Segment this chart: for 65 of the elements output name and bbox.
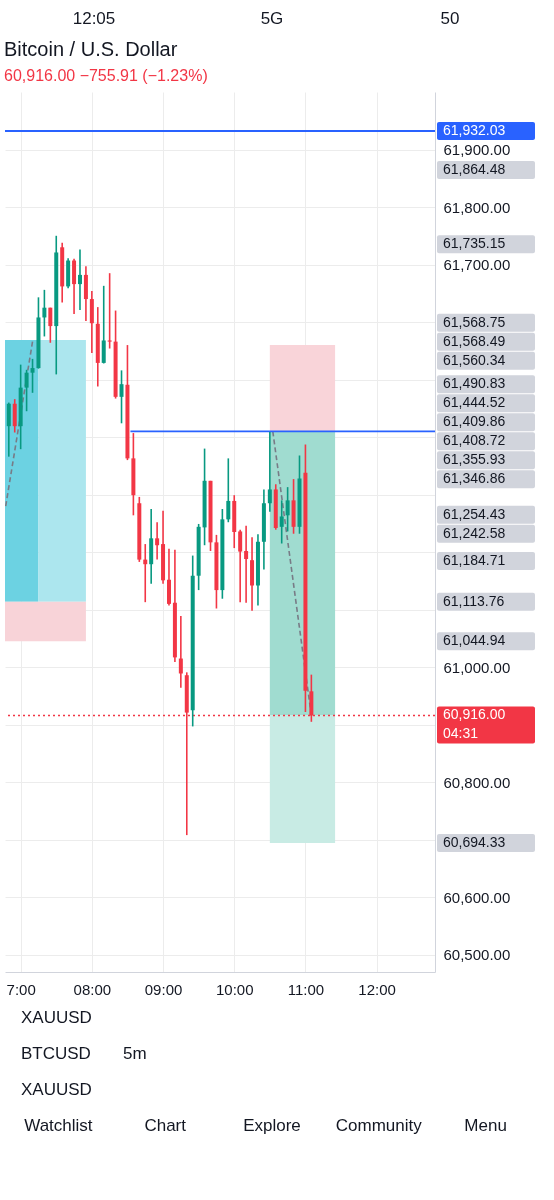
text: Chart: [144, 1116, 187, 1135]
y-tick-label: 60,500.00: [443, 946, 511, 964]
text: XAUUSD: [21, 1008, 92, 1027]
text: 61,355.93: [443, 451, 506, 468]
y-tick-label: 61,900.00: [443, 141, 511, 159]
candlestick: [42, 289, 47, 338]
x-tick-label: 7:00: [6, 980, 36, 998]
x-tick-label: 11:00: [287, 980, 325, 998]
candlestick: [238, 528, 243, 603]
text: 50: [440, 9, 460, 28]
y-tick-label: 61,700.00: [443, 256, 511, 274]
x-tick-label: 10:00: [215, 980, 254, 998]
y-tick-label: 60,800.00: [443, 773, 511, 791]
candlestick: [77, 248, 82, 311]
candlestick: [155, 521, 160, 561]
y-tick-label: 60,600.00: [443, 888, 511, 906]
text: Explore: [243, 1116, 301, 1135]
text: 61,409.86: [443, 413, 506, 430]
chart-subtitle: 60,916.00 −755.91 (−1.23%): [4, 67, 208, 84]
text: 61,568.75: [443, 313, 506, 330]
candlestick: [24, 369, 29, 413]
candlestick: [101, 285, 106, 365]
text: 61,490.83: [443, 375, 506, 392]
text: 5m: [123, 1044, 147, 1063]
text: 12:05: [72, 9, 116, 28]
text: 61,346.86: [443, 470, 506, 487]
y-tick-label: 61,800.00: [443, 198, 511, 216]
candlestick: [178, 615, 183, 689]
text: Menu: [464, 1116, 507, 1135]
x-tick-label: 08:00: [73, 980, 112, 998]
text: 61,184.71: [443, 551, 506, 568]
ref-line-label: 61,932.03: [443, 122, 506, 139]
text: XAUUSD: [21, 1080, 92, 1099]
text: Community: [335, 1116, 423, 1135]
candlestick: [285, 486, 290, 533]
y-tick-label: 61,000.00: [443, 658, 511, 676]
text: 61,560.34: [443, 351, 506, 368]
candlestick: [6, 401, 11, 458]
text: 61,254.43: [443, 505, 506, 522]
x-tick-label: 09:00: [144, 980, 183, 998]
text: 61,568.49: [443, 332, 506, 349]
candlestick: [48, 306, 53, 344]
text: 60,694.33: [443, 833, 506, 850]
candlestick: [119, 369, 124, 425]
candlestick: [30, 358, 35, 394]
candlestick: [267, 431, 272, 513]
candlestick: [12, 398, 17, 434]
text: Watchlist: [24, 1116, 93, 1135]
chart-title: Bitcoin / U.S. Dollar: [4, 38, 178, 60]
text: 61,864.48: [443, 160, 506, 177]
text: 5G: [260, 9, 284, 28]
text: 61,444.52: [443, 394, 506, 411]
candlestick: [244, 524, 249, 604]
candlestick: [107, 272, 112, 350]
text: 61,408.72: [443, 432, 506, 449]
candlestick: [226, 457, 231, 524]
text: 61,044.94: [443, 632, 506, 649]
x-tick-label: 12:00: [358, 980, 396, 998]
text: 61,735.15: [443, 235, 506, 252]
candlestick: [279, 499, 284, 545]
text: 61,242.58: [443, 524, 506, 541]
candlestick: [72, 258, 77, 315]
text: BTCUSD: [21, 1044, 91, 1063]
ref-line-label: 60,916.00 04:31: [443, 706, 506, 742]
text: 61,113.76: [443, 592, 505, 609]
